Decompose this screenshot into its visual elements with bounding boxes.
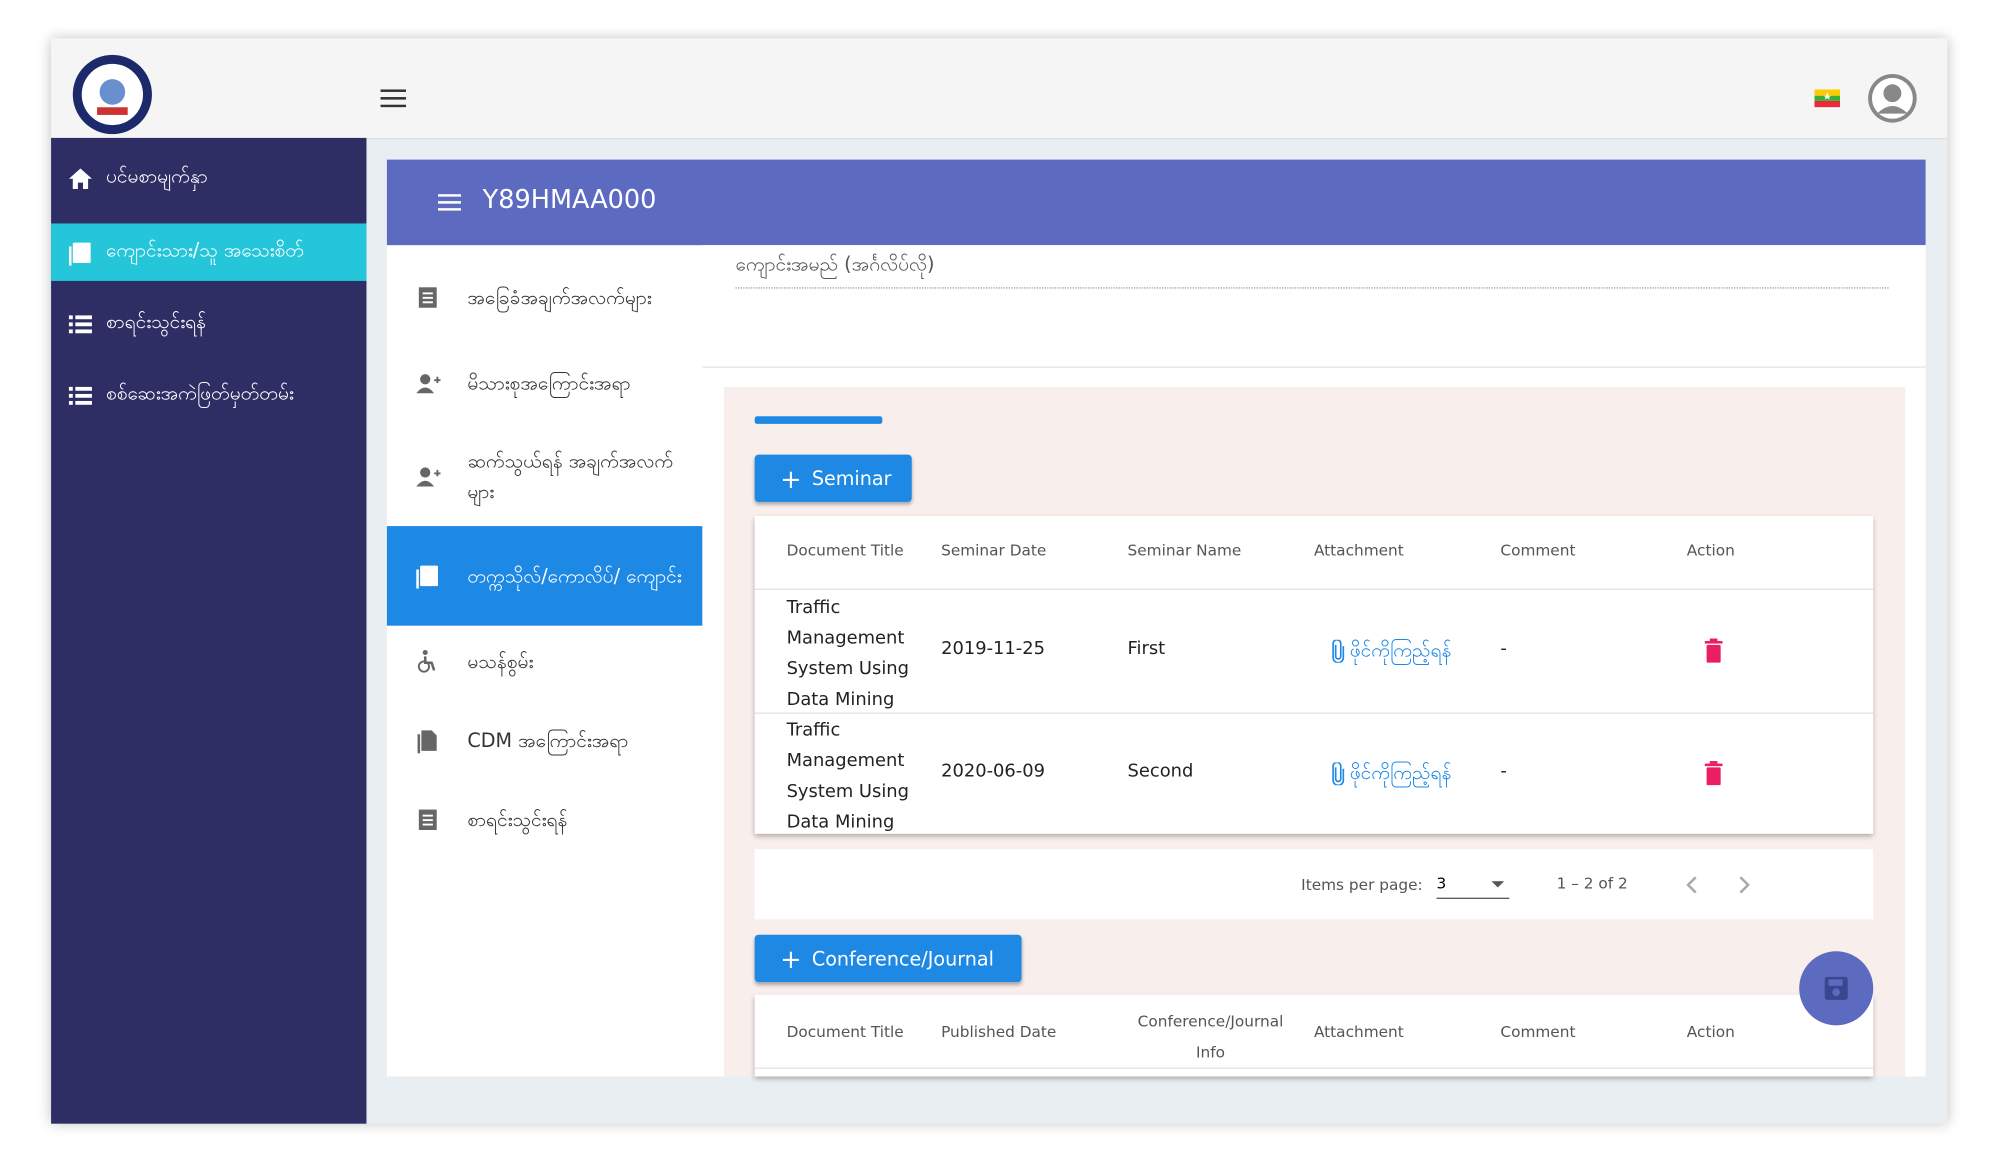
delete-button[interactable] [1704, 761, 1723, 790]
nav-item[interactable]: စာရင်းသွင်းရန် [387, 794, 702, 845]
sidebar-label: စာရင်းသွင်းရန် [105, 310, 207, 334]
column-header: Comment [1500, 541, 1576, 560]
language-flag[interactable] [1814, 89, 1841, 108]
button-label: Conference/Journal [811, 946, 994, 970]
nav-label: မိသားစုအကြောင်းအရာ [467, 371, 631, 395]
nav-label: အခြေခံအချက်အလက်များ [467, 286, 652, 310]
page-range: 1 – 2 of 2 [1556, 874, 1628, 893]
page-size-select[interactable]: 3 [1436, 874, 1510, 899]
nav-label: မသန်စွမ်း [467, 649, 534, 673]
card-header: Y89HMAA000 [386, 159, 1926, 246]
sidebar-label: စစ်ဆေးအကဲဖြတ်မှတ်တမ်း [105, 381, 294, 405]
seminar-table: Document Title Seminar Date Seminar Name At… [754, 515, 1874, 834]
nav-item[interactable]: အခြေခံအချက်အလက်များ [387, 262, 702, 334]
sidebar-item[interactable]: ပင်မစာမျက်နှာ [51, 153, 366, 204]
divider [754, 588, 1874, 590]
divider [754, 712, 1874, 714]
column-header: Attachment [1313, 1022, 1404, 1041]
icon [68, 241, 91, 265]
attachment-icon [1332, 638, 1345, 668]
top-bar [51, 38, 1948, 140]
page-nav[interactable] [1684, 875, 1761, 895]
sidebar-item[interactable]: ကျောင်းသား/သူ အသေးစိတ် [51, 223, 367, 281]
cell: Traffic Management System Using Data Min… [786, 720, 909, 833]
column-header: Seminar Name [1127, 541, 1242, 560]
column-header: Published Date [941, 1022, 1057, 1041]
column-header: Seminar Date [941, 541, 1047, 560]
field-label: ကျောင်းအမည် (အင်္ဂလိပ်လို) [735, 253, 1889, 289]
save-button[interactable] [1798, 950, 1875, 1027]
nav-item[interactable]: မသန်စွမ်း [387, 636, 702, 687]
cell: Second [1127, 761, 1194, 782]
tab-indicator [754, 416, 883, 424]
sidebar-label: ကျောင်းသား/သူ အသေးစိတ် [105, 238, 304, 262]
nav-item[interactable]: တက္ကသိုလ်/ကောလိပ်/ ကျောင်း [386, 526, 703, 626]
column-header: Document Title [786, 541, 904, 560]
cell: 2019-11-25 [941, 638, 1045, 659]
delete-button[interactable] [1704, 638, 1723, 667]
paginator: Items per page: 3 1 – 2 of 2 [754, 849, 1874, 920]
conference-table: Document Title Published Date Conference/J… [754, 994, 1874, 1077]
nav-label: CDM အကြောင်းအရာ [467, 729, 629, 753]
sidebar-item[interactable]: စာရင်းသွင်းရန် [51, 299, 366, 350]
nav-label: စာရင်းသွင်းရန် [467, 808, 568, 832]
nav-item[interactable]: ဆက်သွယ်ရန် အချက်အလက်များ [387, 437, 702, 516]
icon [416, 565, 438, 589]
icon [68, 386, 92, 405]
items-per-page-label: Items per page: [1301, 875, 1423, 894]
logo [72, 54, 152, 135]
attachment-link[interactable]: ဖိုင်ကိုကြည့်ရန် [1349, 638, 1452, 662]
student-id: Y89HMAA000 [482, 183, 657, 215]
avatar[interactable] [1867, 73, 1918, 124]
sidebar-item[interactable]: စစ်ဆေးအကဲဖြတ်မှတ်တမ်း [51, 370, 366, 421]
nav-item[interactable]: မိသားစုအကြောင်းအရာ [387, 358, 702, 409]
cell: Traffic Management System Using Data Min… [786, 597, 909, 710]
cell: 2020-06-09 [941, 761, 1045, 782]
add-conference-button[interactable]: + Conference/Journal [754, 934, 1022, 982]
column-header: Attachment [1313, 541, 1404, 560]
attachment-link[interactable]: ဖိုင်ကိုကြည့်ရန် [1349, 761, 1452, 785]
field-area [702, 245, 1926, 368]
cell: First [1127, 638, 1166, 659]
icon [417, 649, 436, 673]
icon [68, 168, 92, 189]
page-size: 3 [1436, 874, 1447, 893]
menu-button[interactable] [380, 89, 407, 108]
column-header: Document Title [786, 1022, 904, 1041]
nav-label: ဆက်သွယ်ရန် အချက်အလက်များ [467, 449, 674, 504]
icon [68, 315, 92, 334]
icon [418, 287, 437, 308]
cell: - [1500, 761, 1507, 782]
column-header: Comment [1500, 1022, 1576, 1041]
column-header: Action [1686, 1022, 1735, 1041]
icon [418, 809, 437, 830]
column-header: Action [1686, 541, 1735, 560]
nav-label: တက္ကသိုလ်/ကောလိပ်/ ကျောင်း [467, 564, 682, 588]
icon [416, 374, 441, 394]
icon [417, 730, 437, 754]
divider [754, 1067, 1874, 1069]
button-label: Seminar [811, 466, 892, 490]
sidebar: ပင်မစာမျက်နှာကျောင်းသား/သူ အသေးစိတ်စာရင်… [51, 137, 367, 1124]
column-header: Conference/Journal Info [1137, 1012, 1284, 1062]
add-seminar-button[interactable]: + Seminar [754, 454, 912, 502]
sidebar-label: ပင်မစာမျက်နှာ [105, 164, 208, 188]
icon [416, 467, 441, 487]
attachment-icon [1332, 761, 1345, 790]
nav-item[interactable]: CDM အကြောင်းအရာ [387, 715, 702, 766]
cell: - [1500, 638, 1507, 659]
